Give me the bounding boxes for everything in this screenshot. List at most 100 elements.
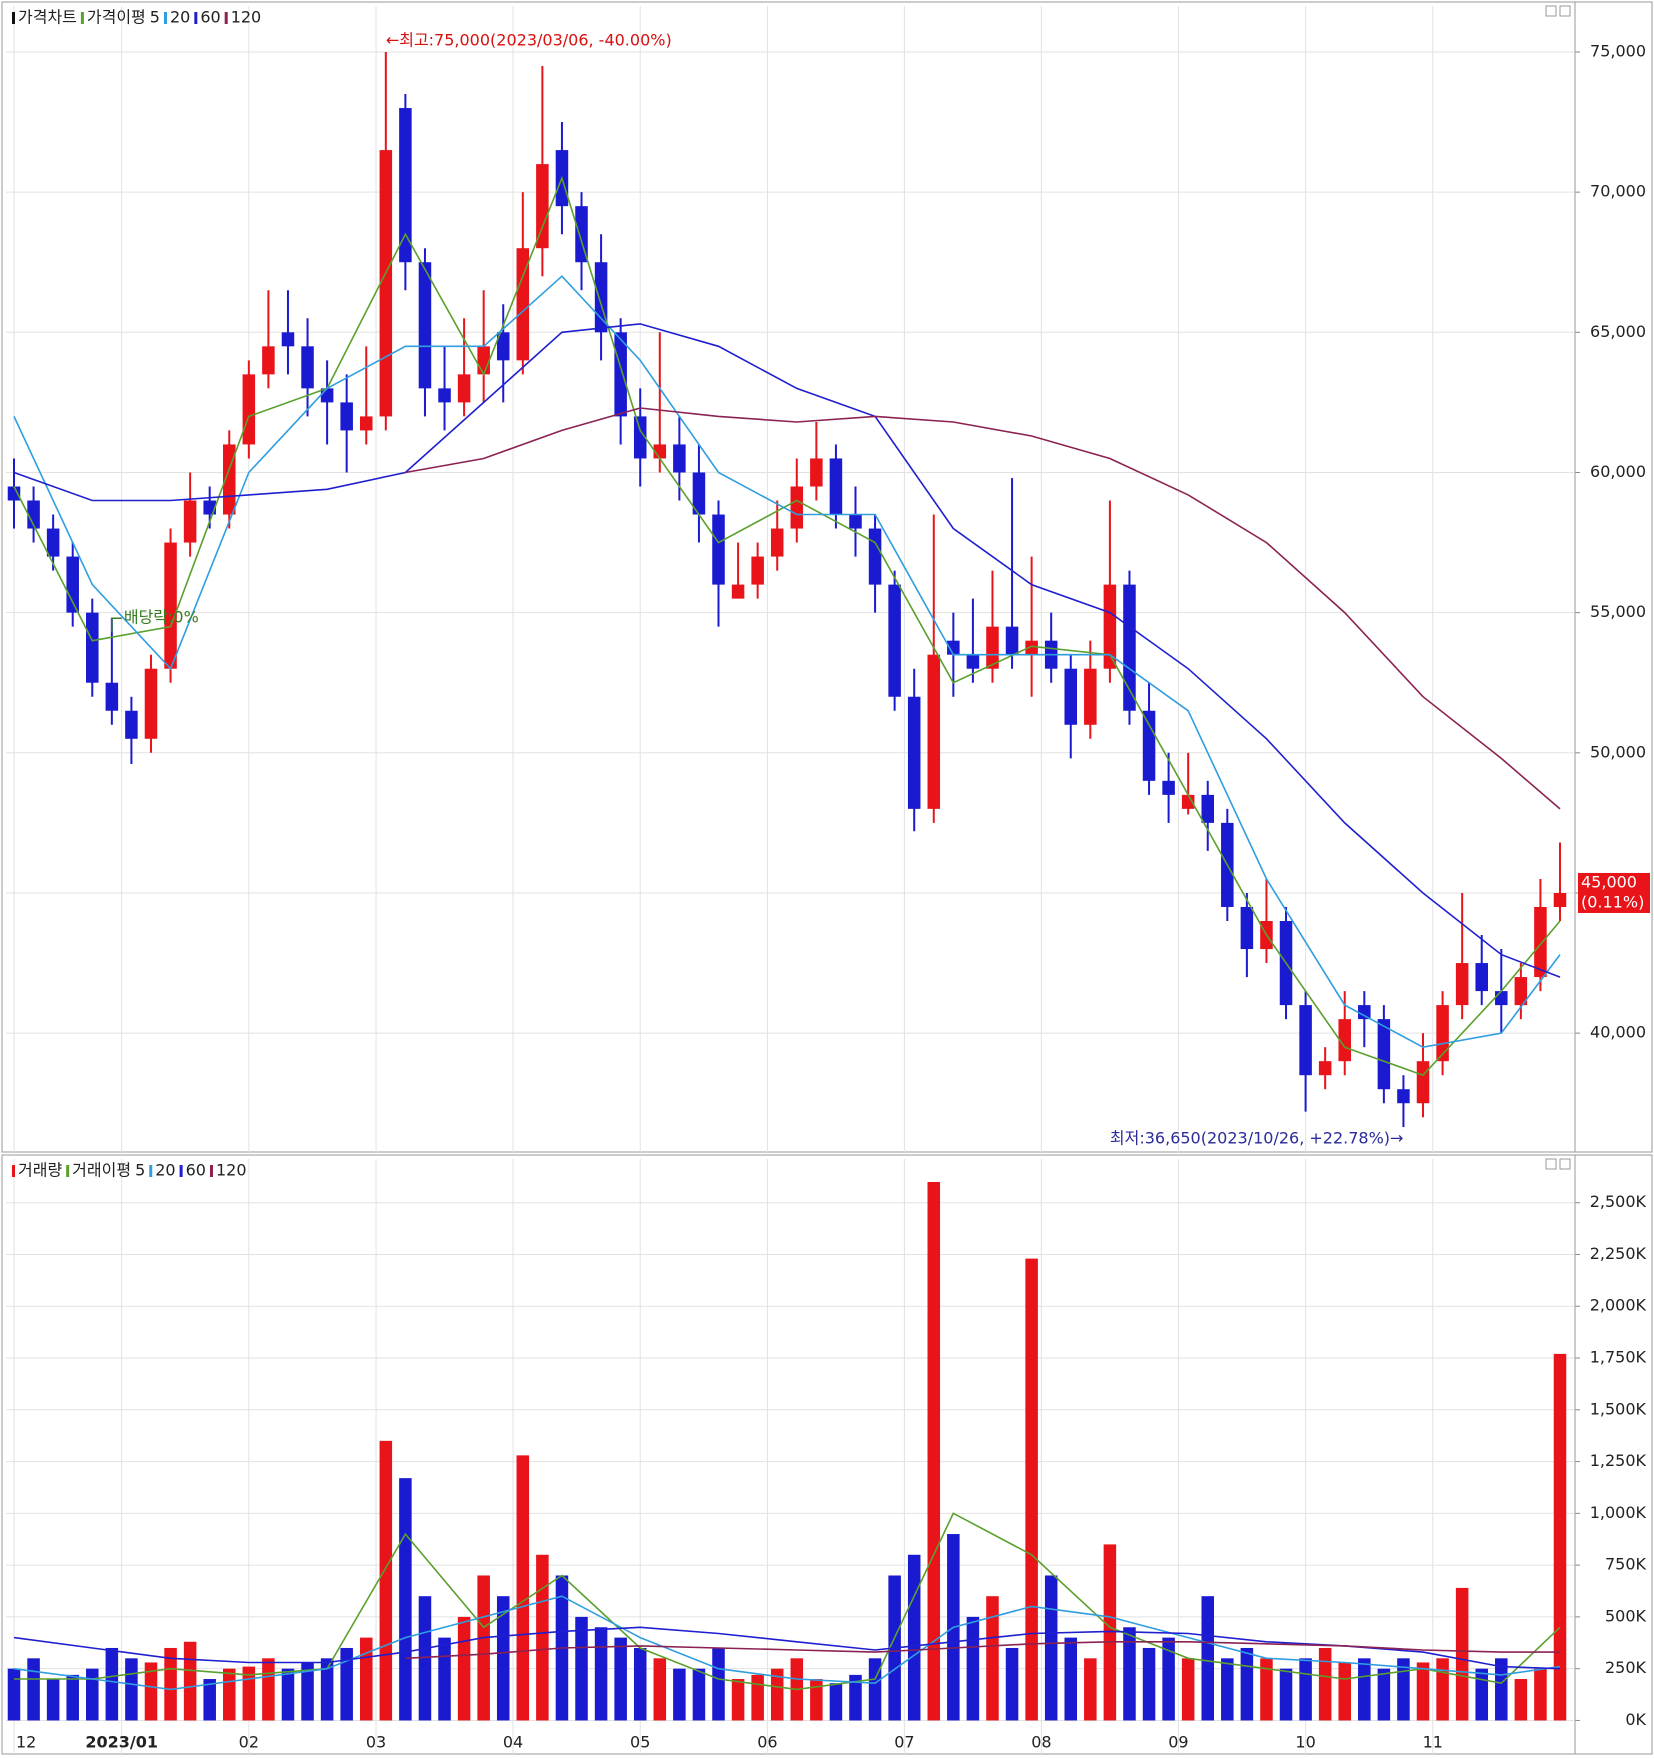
volume-bar: [1084, 1658, 1097, 1721]
candle-body: [1201, 794, 1215, 823]
volume-bar: [614, 1637, 627, 1721]
candle-body: [262, 346, 275, 375]
volume-bar: [575, 1616, 588, 1721]
candle-body: [418, 262, 432, 389]
legend-label: 20: [155, 1161, 175, 1180]
volume-bar: [496, 1596, 510, 1721]
volume-bar: [770, 1668, 784, 1721]
candle-body: [575, 206, 588, 263]
price-label: 45,000: [1581, 872, 1637, 891]
y-tick-label: 0K: [1625, 1710, 1646, 1729]
volume-bar: [1377, 1668, 1391, 1721]
legend-label: 20: [170, 8, 190, 27]
candle-body: [438, 388, 451, 403]
x-tick-label: 02: [239, 1733, 259, 1752]
y-tick-label: 75,000: [1590, 41, 1646, 60]
volume-bar: [1279, 1668, 1293, 1721]
y-tick-label: 40,000: [1590, 1023, 1646, 1042]
moving-average-line: [13, 323, 1561, 978]
y-tick-label: 2,000K: [1590, 1296, 1647, 1315]
volume-bar: [1123, 1627, 1136, 1721]
y-tick-label: 250K: [1605, 1658, 1647, 1677]
x-tick-label: 11: [1423, 1733, 1443, 1752]
legend-label: 60: [200, 8, 220, 27]
candle-body: [1318, 1061, 1332, 1076]
candle-body: [7, 486, 21, 501]
volume-bar: [1299, 1658, 1312, 1721]
volume-bar: [457, 1616, 471, 1721]
panel-icon: [1545, 1158, 1557, 1170]
panel-icon: [1559, 5, 1571, 17]
candle-body: [125, 710, 138, 739]
legend-marker: [163, 12, 167, 24]
legend-label: 120: [216, 1161, 247, 1180]
volume-bar: [1397, 1658, 1410, 1721]
volume-bar: [125, 1658, 138, 1721]
volume-bar: [1416, 1662, 1430, 1721]
candle-body: [1005, 626, 1019, 655]
candle-body: [790, 486, 804, 529]
volume-bar: [966, 1616, 980, 1721]
legend-marker: [12, 1165, 15, 1177]
volume-bar: [1103, 1544, 1117, 1721]
volume-bar: [1553, 1353, 1567, 1721]
y-tick-label: 55,000: [1590, 602, 1646, 621]
candle-body: [986, 626, 999, 669]
candle-body: [183, 500, 197, 543]
volume-bar: [438, 1637, 451, 1721]
y-tick-label: 1,750K: [1590, 1348, 1647, 1367]
candle-body: [770, 528, 784, 557]
x-tick-label: 06: [757, 1733, 777, 1752]
candle-body: [633, 416, 647, 459]
legend-label: 60: [186, 1161, 206, 1180]
candle-body: [144, 668, 158, 739]
volume-bar: [1514, 1679, 1528, 1721]
panel-icon: [1559, 1158, 1571, 1170]
panel-frame: [1, 1154, 1653, 1755]
x-tick-label: 05: [630, 1733, 650, 1752]
volume-bar: [262, 1658, 275, 1721]
volume-bar: [633, 1647, 647, 1721]
y-tick-label: 1,000K: [1590, 1503, 1647, 1522]
y-tick-label: 60,000: [1590, 462, 1646, 481]
y-tick-label: 750K: [1605, 1555, 1647, 1574]
volume-bar: [46, 1679, 60, 1721]
legend-marker: [66, 1165, 70, 1177]
dividend-marker: [111, 617, 122, 633]
volume-bar: [1338, 1662, 1351, 1721]
candle-body: [457, 374, 471, 403]
volume-bar: [653, 1658, 667, 1721]
candle-body: [46, 528, 60, 557]
candle-body: [1495, 991, 1508, 1006]
legend-label: 거래량: [18, 1161, 62, 1180]
y-tick-label: 500K: [1605, 1606, 1647, 1625]
candle-body: [1475, 963, 1488, 992]
price-change-label: (0.11%): [1581, 892, 1644, 911]
candle-body: [1338, 1019, 1351, 1062]
candle-body: [1084, 668, 1097, 725]
volume-bar: [1534, 1668, 1547, 1721]
candle-body: [399, 108, 412, 263]
volume-bar: [1260, 1658, 1273, 1721]
volume-bar: [320, 1658, 334, 1721]
volume-bar: [692, 1668, 706, 1721]
volume-bar: [731, 1679, 745, 1721]
volume-bar: [1162, 1637, 1175, 1721]
volume-bar: [1044, 1575, 1058, 1721]
volume-bar: [829, 1683, 843, 1721]
candle-body: [496, 332, 510, 361]
legend-marker: [12, 12, 15, 24]
legend-label: 가격이평: [87, 8, 146, 27]
moving-average-line: [405, 1641, 1560, 1660]
volume-bar: [1005, 1647, 1019, 1721]
candle-body: [477, 346, 490, 375]
legend-label: 거래이평: [72, 1161, 131, 1180]
x-tick-label: 12: [16, 1733, 36, 1752]
moving-average-line: [405, 407, 1561, 810]
candle-body: [712, 514, 725, 585]
candle-body: [1162, 780, 1175, 795]
candle-body: [1358, 1005, 1371, 1020]
volume-bar: [223, 1668, 236, 1721]
